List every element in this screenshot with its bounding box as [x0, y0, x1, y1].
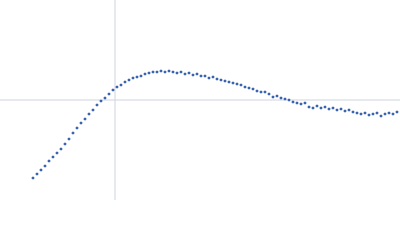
data-point: [287, 98, 291, 102]
data-point: [259, 90, 263, 94]
data-point: [195, 72, 199, 76]
data-point: [135, 75, 139, 79]
data-point: [43, 164, 47, 168]
data-point: [335, 108, 339, 112]
data-point: [263, 90, 267, 94]
data-point: [151, 70, 155, 74]
data-point: [227, 80, 231, 84]
data-point: [87, 112, 91, 116]
data-point: [123, 80, 127, 84]
data-point: [315, 104, 319, 108]
data-point: [211, 75, 215, 79]
data-point: [383, 112, 387, 116]
data-point: [39, 168, 43, 172]
data-point: [191, 73, 195, 77]
data-point: [155, 70, 159, 74]
data-point: [55, 151, 59, 155]
data-point: [231, 81, 235, 85]
data-point: [359, 112, 363, 116]
data-point: [271, 95, 275, 99]
data-point: [83, 117, 87, 121]
data-point: [331, 106, 335, 110]
data-point: [295, 101, 299, 105]
data-point: [103, 96, 107, 100]
data-point: [279, 96, 283, 100]
data-point: [255, 89, 259, 93]
data-point: [219, 78, 223, 82]
data-point: [71, 131, 75, 135]
data-point: [323, 105, 327, 109]
data-point: [115, 85, 119, 89]
data-point: [395, 110, 399, 114]
data-point: [371, 112, 375, 116]
data-point: [235, 82, 239, 86]
data-point: [67, 137, 71, 141]
data-point: [347, 108, 351, 112]
data-point: [47, 159, 51, 163]
chart: [0, 0, 400, 200]
data-point: [343, 109, 347, 113]
data-point: [215, 77, 219, 81]
data-point: [267, 92, 271, 96]
data-point: [299, 102, 303, 106]
data-point: [327, 107, 331, 111]
data-point: [243, 85, 247, 89]
data-point: [31, 176, 35, 180]
data-point: [355, 111, 359, 115]
data-point: [351, 110, 355, 114]
data-point: [283, 97, 287, 101]
data-point: [291, 100, 295, 104]
data-point: [275, 94, 279, 98]
data-point: [147, 71, 151, 75]
data-point: [251, 87, 255, 91]
data-point: [375, 111, 379, 115]
data-point: [391, 112, 395, 116]
data-point: [51, 155, 55, 159]
data-point: [319, 106, 323, 110]
data-point: [207, 76, 211, 80]
data-point: [75, 126, 79, 130]
data-point: [175, 71, 179, 75]
data-point: [183, 72, 187, 76]
data-point: [111, 88, 115, 92]
data-point: [367, 113, 371, 117]
data-point: [311, 106, 315, 110]
data-point: [143, 72, 147, 76]
data-point: [363, 111, 367, 115]
data-point: [171, 70, 175, 74]
data-point: [387, 111, 391, 115]
data-point: [139, 74, 143, 78]
data-point: [91, 108, 95, 112]
data-point: [167, 69, 171, 73]
data-point: [303, 101, 307, 105]
data-point: [247, 86, 251, 90]
data-point: [159, 69, 163, 73]
data-point: [99, 99, 103, 103]
data-point: [379, 114, 383, 118]
data-point: [239, 83, 243, 87]
data-point: [95, 103, 99, 107]
data-point: [187, 71, 191, 75]
page: {"chart_data": {"type": "scatter", "xlim…: [0, 0, 400, 200]
data-point: [59, 147, 63, 151]
data-point: [163, 70, 167, 74]
data-point: [35, 172, 39, 176]
data-point: [119, 83, 123, 87]
data-point: [179, 70, 183, 74]
data-point: [127, 78, 131, 82]
data-point: [339, 107, 343, 111]
data-point: [307, 105, 311, 109]
data-point: [223, 79, 227, 83]
data-point: [107, 92, 111, 96]
data-point: [199, 74, 203, 78]
data-point: [203, 74, 207, 78]
data-point: [131, 76, 135, 80]
data-point: [63, 142, 67, 146]
data-point: [79, 121, 83, 125]
